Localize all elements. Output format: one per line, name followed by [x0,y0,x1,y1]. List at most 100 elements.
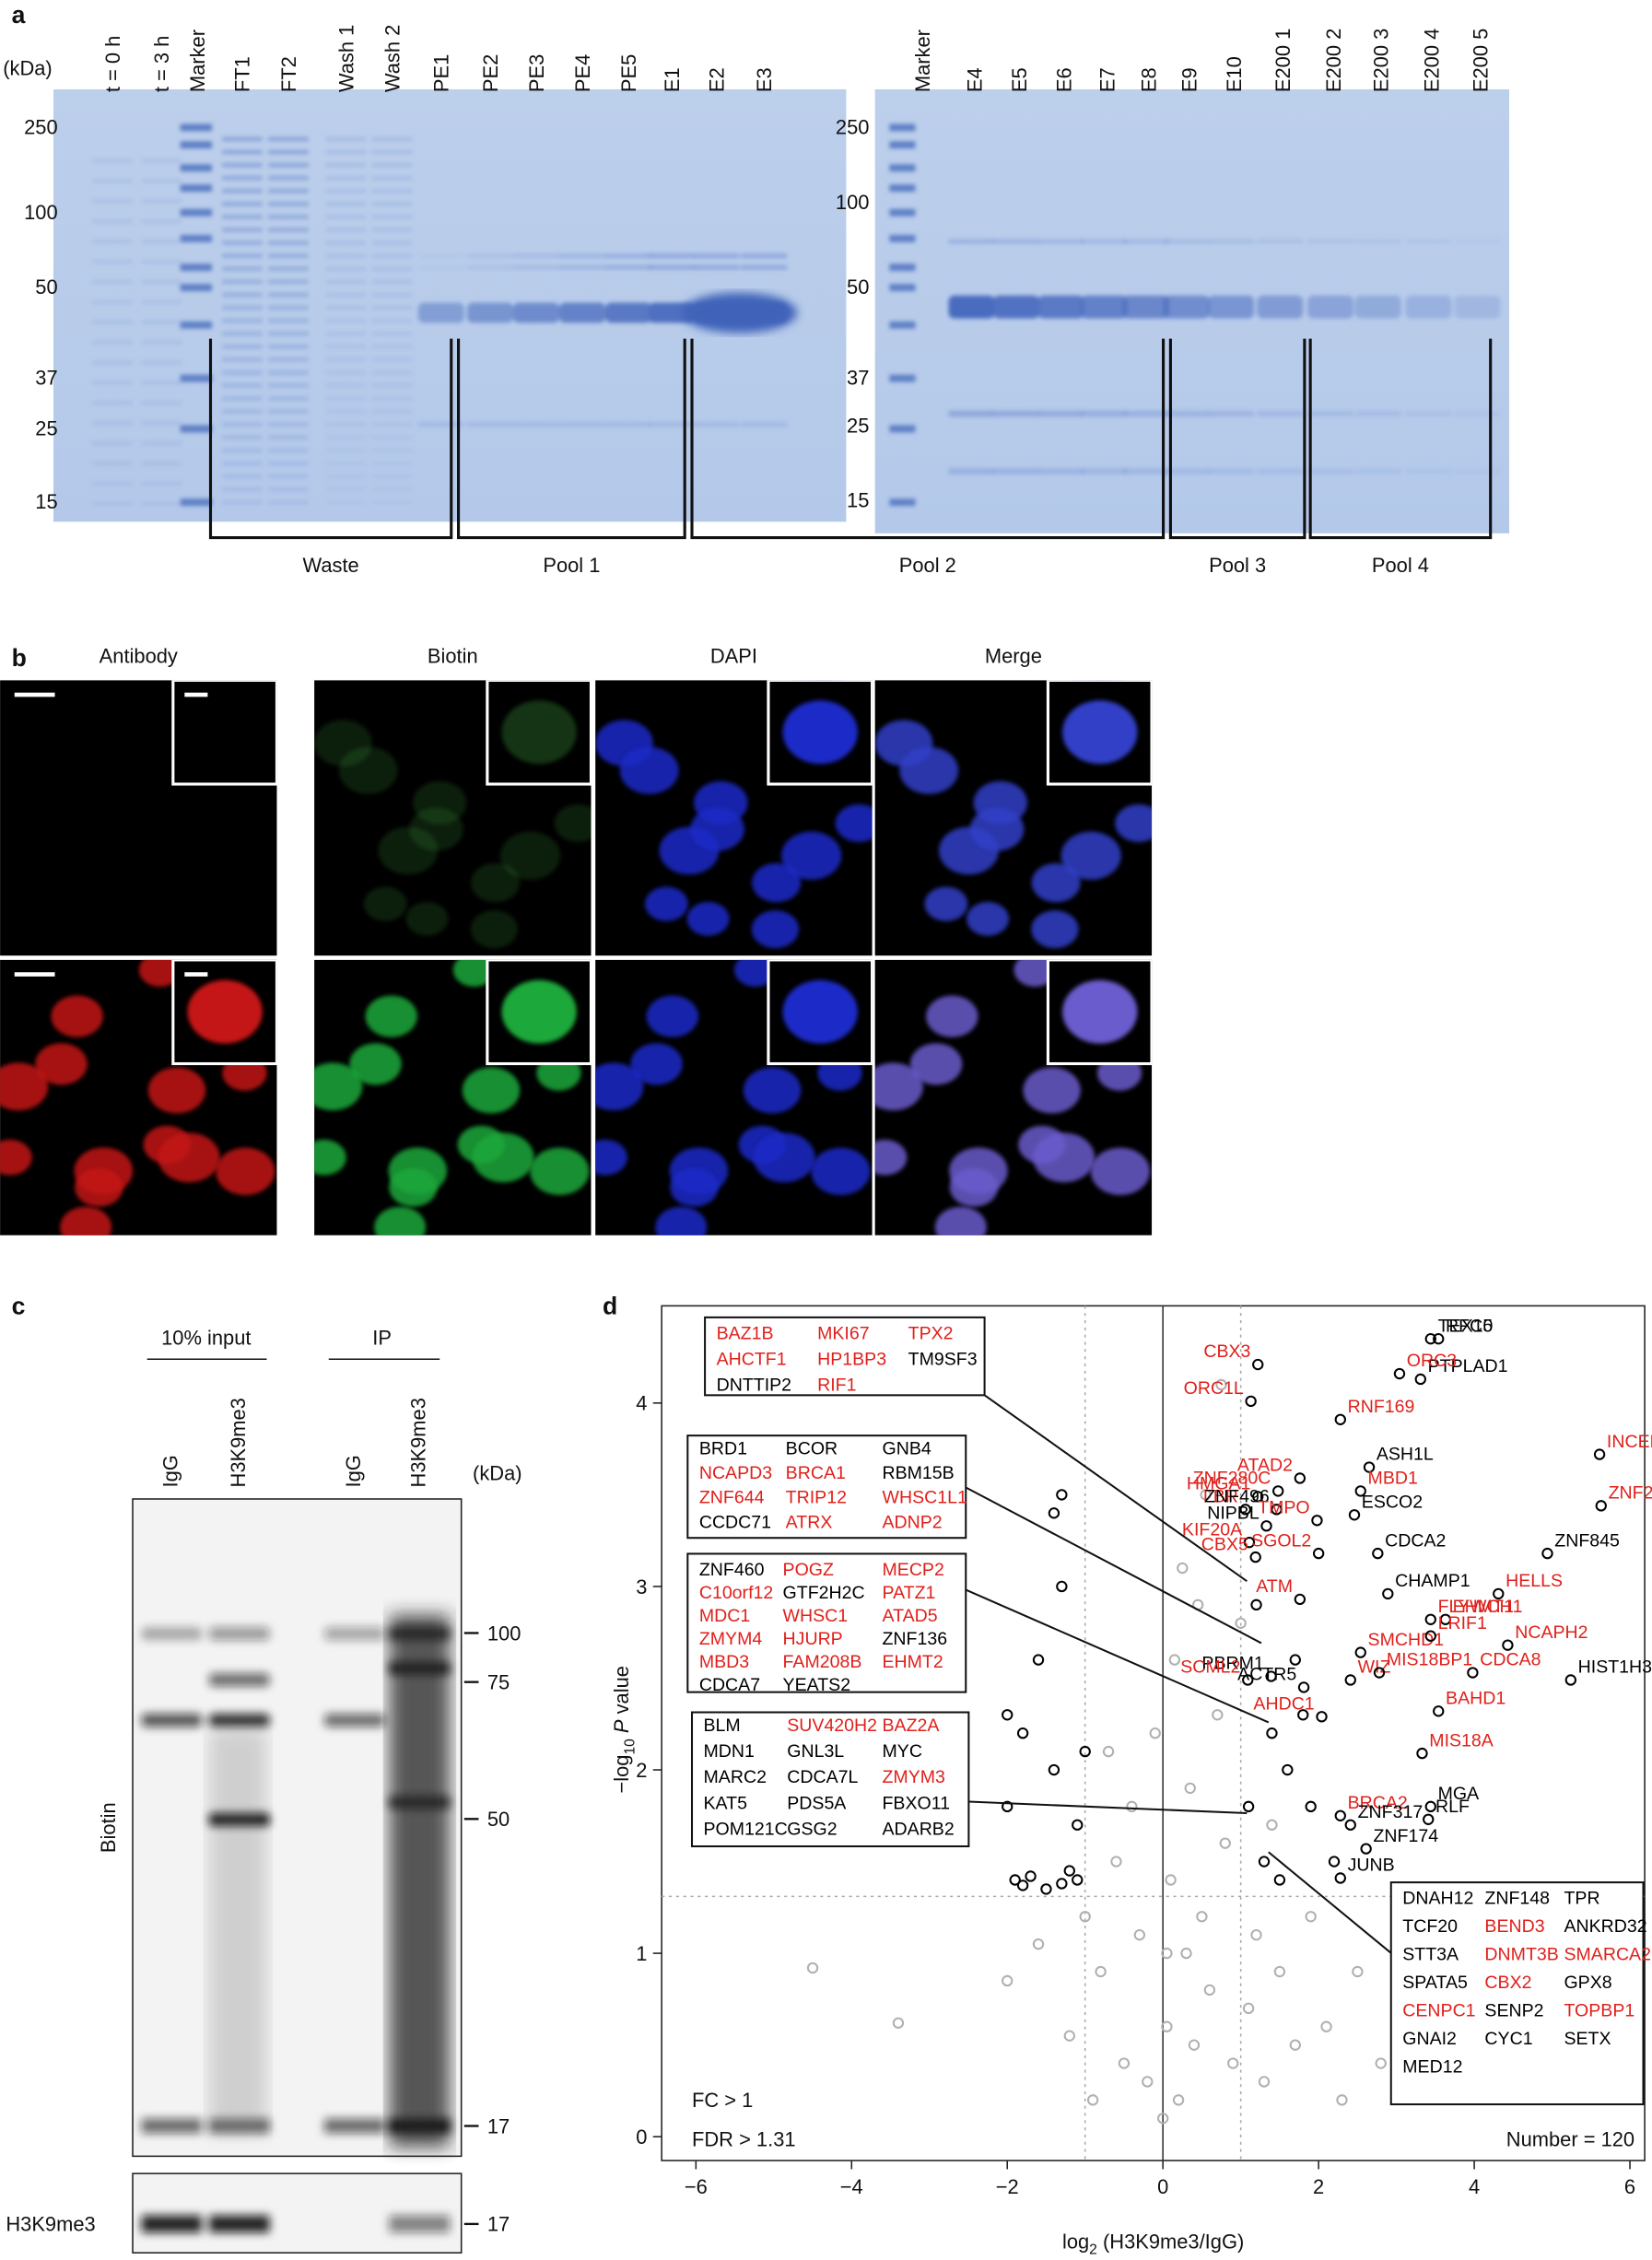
band [141,1714,203,1727]
point [1095,1965,1107,1978]
point [1424,1800,1436,1813]
band [325,215,367,219]
point [1354,1485,1366,1497]
point [1025,1870,1037,1882]
ladder-band [180,141,213,149]
band [649,422,696,427]
gene-name: TM9SF3 [908,1349,978,1369]
band [268,279,309,285]
band [389,2215,451,2233]
lane-label: PE1 [430,54,453,92]
point [1424,1613,1436,1625]
gene-name: ZNF136 [883,1629,948,1649]
marker-label: 250 [24,115,58,138]
point [1354,1646,1366,1658]
point-label: MIS18A [1429,1730,1494,1751]
cell [462,1067,521,1114]
point-label: ZNF174 [1373,1826,1438,1846]
band [141,400,182,405]
band [268,396,309,401]
band [1405,410,1452,417]
gene-name: AHCTF1 [717,1349,787,1369]
cell [405,901,449,936]
point [1242,1800,1255,1813]
point [1416,1747,1428,1760]
band [741,422,788,427]
band [268,344,309,349]
band [1163,239,1210,244]
gene-name: MECP2 [883,1560,944,1580]
point [1273,1965,1286,1978]
point-label: ASH1L [1377,1445,1434,1465]
band [948,468,995,474]
gene-name: POGZ [783,1560,834,1580]
cell [967,901,1010,936]
cell [595,1062,644,1111]
band [141,279,182,285]
band [222,357,263,362]
kda-label: (kDa) [3,56,53,79]
band [92,198,134,204]
gene-name: ZNF644 [699,1488,765,1508]
point [1593,1448,1606,1460]
point-label: RFC5 [1446,1316,1493,1336]
leader-line [968,1800,1248,1815]
band [222,461,263,466]
lane-label: E9 [1178,67,1201,92]
gene-name: SENP2 [1484,2001,1543,2021]
band [222,331,263,336]
band [417,302,464,323]
ladder-band [180,498,213,507]
point [1215,1378,1227,1391]
band [208,1714,270,1727]
band [92,360,134,365]
gene-name: ZNF148 [1484,1889,1550,1909]
point [1032,1654,1045,1666]
band [325,136,367,142]
ladder-band [889,321,916,329]
point [1334,1413,1346,1425]
lane-label: E7 [1095,67,1119,92]
point [1243,1536,1256,1549]
pool-label: Pool 3 [1209,554,1266,577]
band [371,162,413,168]
point [1227,2057,1239,2069]
band [222,253,263,259]
point-label: PBRM1 [1201,1654,1263,1674]
ladder-band [889,425,916,433]
band [141,420,182,426]
point-label: ZNF280D [1609,1483,1652,1504]
gene-name: KAT5 [704,1793,748,1813]
point [1056,1580,1068,1593]
band [92,481,134,486]
marker-label: 17 [487,2213,510,2236]
ladder-band [889,164,916,172]
marker-label: 25 [35,416,57,439]
band [1307,410,1354,417]
band [371,188,413,193]
gene-name: GNB4 [883,1438,931,1458]
marker-label: 250 [836,115,870,138]
point-label: SCML2 [1180,1657,1240,1678]
point [1297,1681,1310,1693]
band [141,381,182,385]
band [325,370,367,375]
band [325,396,367,401]
point [1180,1947,1192,1960]
x-tick-label: −6 [685,2175,708,2198]
point-label: ZNF845 [1554,1530,1620,1551]
band [92,259,134,264]
band [222,486,263,492]
point [1265,1670,1277,1682]
band [268,202,309,206]
band [371,422,413,427]
cell [909,1043,963,1085]
gene-name: ADNP2 [883,1512,943,1532]
cell [644,886,688,921]
marker-label: 50 [35,275,57,299]
gene-name: EHMT2 [883,1652,943,1672]
x-tick-label: 0 [1157,2175,1168,2198]
band [222,240,263,245]
ladder-band [180,263,213,272]
band [325,486,367,492]
